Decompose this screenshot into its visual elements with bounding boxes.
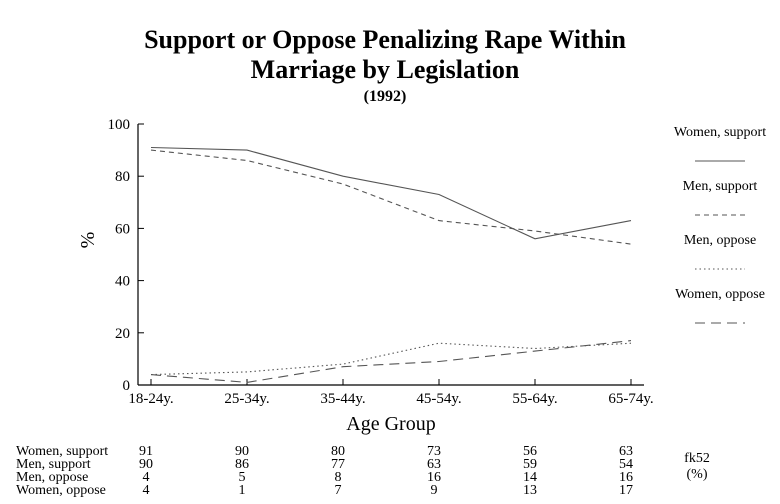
y-tick-label: 100 [108,117,131,133]
legend-label: Women, oppose [675,287,765,302]
table-cell: 77 [331,457,345,472]
y-tick-label: 20 [115,326,130,342]
table-cell: 80 [331,444,345,459]
table-cell: 17 [619,483,633,498]
y-tick-label: 60 [115,221,130,237]
unit-note: (%) [687,467,708,482]
table-cell: 4 [143,470,150,485]
y-axis-label: % [77,232,99,249]
series-line-men-oppose [150,342,632,376]
chart-subtitle: (1992) [364,88,407,105]
series-group [150,146,632,383]
table-cell: 5 [239,470,246,485]
table-cell: 7 [335,483,342,498]
table-cell: 16 [427,470,441,485]
table-cell: 8 [335,470,342,485]
legend-label: Men, support [683,179,758,194]
table-cell: 63 [427,457,441,472]
table-cell: 56 [523,444,537,459]
legend-label: Men, oppose [684,233,756,248]
y-tick-label: 40 [115,274,130,290]
table-cell: 14 [523,470,537,485]
table-cell: 9 [431,483,438,498]
table-cell: 4 [143,483,150,498]
table-cell: 13 [523,483,537,498]
x-axis-label: Age Group [346,413,435,435]
table-row-label: Men, oppose [16,470,88,485]
table-cell: 90 [235,444,249,459]
series-line-women-oppose [150,340,632,383]
x-tick-label: 18-24y. [128,391,173,407]
table-row-label: Men, support [16,457,91,472]
table-cell: 86 [235,457,249,472]
series-line-women-support [150,146,632,240]
x-tick-label: 35-44y. [320,391,365,407]
table-cell: 59 [523,457,537,472]
x-tick-label: 25-34y. [224,391,269,407]
x-tick-label: 45-54y. [416,391,461,407]
chart-title-line1: Support or Oppose Penalizing Rape Within [144,25,626,54]
table-row-label: Women, support [16,444,108,459]
table-cell: 1 [239,483,246,498]
y-tick-label: 0 [123,378,131,394]
legend-label: Women, support [674,125,766,140]
table-cell: 16 [619,470,633,485]
table-row-label: Women, oppose [16,483,106,498]
table-cell: 91 [139,444,153,459]
y-tick-label: 80 [115,169,130,185]
chart-title-line2: Marriage by Legislation [251,55,520,84]
series-line-men-support [150,149,632,245]
table-cell: 63 [619,444,633,459]
table-cell: 54 [619,457,633,472]
legend: Women, support Men, support Men, oppose Wom… [674,125,766,324]
source-code: fk52 [684,451,710,466]
table-cell: 90 [139,457,153,472]
x-tick-label: 55-64y. [512,391,557,407]
table-cell: 73 [427,444,441,459]
axes-group: 0 20 40 60 80 100 18-24y. 25-34y. 35-44y. 45-54y.… [108,117,654,407]
x-tick-label: 65-74y. [608,391,653,407]
